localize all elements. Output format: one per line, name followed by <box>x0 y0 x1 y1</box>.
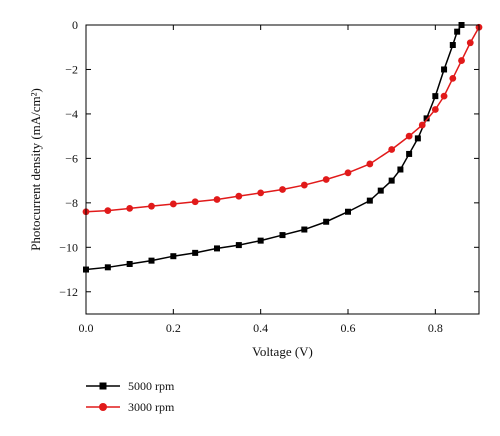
data-point <box>388 177 395 184</box>
data-point <box>458 57 465 64</box>
data-point <box>344 169 352 177</box>
data-point <box>279 186 286 193</box>
data-point <box>257 189 265 197</box>
data-point <box>191 198 199 206</box>
y-tick-label: −12 <box>59 285 78 299</box>
data-point <box>466 39 474 47</box>
data-point <box>300 181 308 189</box>
x-axis-title: Voltage (V) <box>252 344 313 359</box>
series-line <box>85 26 480 213</box>
y-tick-label: −4 <box>65 107 78 121</box>
data-point <box>148 202 155 210</box>
data-point <box>423 115 430 122</box>
x-tick-label: 0.0 <box>79 321 94 335</box>
data-point <box>440 92 448 100</box>
series-3000-rpm <box>82 23 483 216</box>
y-tick-label: −8 <box>65 196 78 210</box>
data-point <box>431 106 439 113</box>
data-point <box>126 260 133 267</box>
data-point <box>449 42 456 49</box>
plot-layer <box>82 22 483 273</box>
data-point <box>257 237 264 244</box>
x-tick-label: 0.2 <box>166 321 181 335</box>
data-point <box>414 135 421 142</box>
axes-layer: 0.0 0.2 0.4 0.6 0.8 0 −2 −4 −6 −8 −10 −12 Voltage (V… <box>28 18 480 359</box>
data-point <box>148 257 155 264</box>
y-axis-title: Photocurrent density (mA/cm²) <box>28 88 43 251</box>
data-point <box>235 242 242 249</box>
legend-label: 5000 rpm <box>128 379 175 393</box>
data-point <box>104 207 112 215</box>
y-tick-label: −6 <box>65 151 78 165</box>
data-point <box>192 249 199 256</box>
data-point <box>169 200 177 208</box>
data-point <box>301 226 308 233</box>
y-tick-label: 0 <box>72 18 78 32</box>
data-point <box>405 132 413 140</box>
data-point <box>213 196 221 203</box>
legend-entry: 3000 rpm <box>86 400 175 414</box>
data-point <box>345 208 351 215</box>
data-point <box>170 253 177 260</box>
data-point <box>377 187 384 194</box>
data-point <box>454 28 461 35</box>
x-tick-label: 0.8 <box>428 321 443 335</box>
data-point <box>449 74 457 82</box>
data-point <box>397 166 404 173</box>
data-point <box>214 245 220 252</box>
series-line <box>85 24 463 271</box>
legend-marker <box>99 403 107 411</box>
legend-entry: 5000 rpm <box>86 379 175 393</box>
legend: 5000 rpm 3000 rpm <box>86 379 175 414</box>
series-5000-rpm <box>83 22 465 273</box>
data-point <box>126 205 134 212</box>
plot-frame <box>85 24 480 315</box>
data-point <box>418 121 426 129</box>
x-tick-label: 0.4 <box>253 321 268 335</box>
data-point <box>366 160 374 168</box>
data-point <box>441 66 448 73</box>
y-tick-label: −10 <box>59 240 78 254</box>
x-tick-label: 0.6 <box>341 321 356 335</box>
data-point <box>366 197 373 204</box>
data-point <box>388 146 396 153</box>
data-point <box>322 176 330 183</box>
data-point <box>406 150 413 157</box>
data-point <box>323 218 330 225</box>
legend-label: 3000 rpm <box>128 400 175 414</box>
data-point <box>432 93 439 100</box>
y-tick-label: −2 <box>65 62 78 76</box>
legend-marker <box>99 382 107 390</box>
data-point <box>235 192 243 200</box>
data-point <box>279 232 286 239</box>
data-point <box>104 264 111 271</box>
